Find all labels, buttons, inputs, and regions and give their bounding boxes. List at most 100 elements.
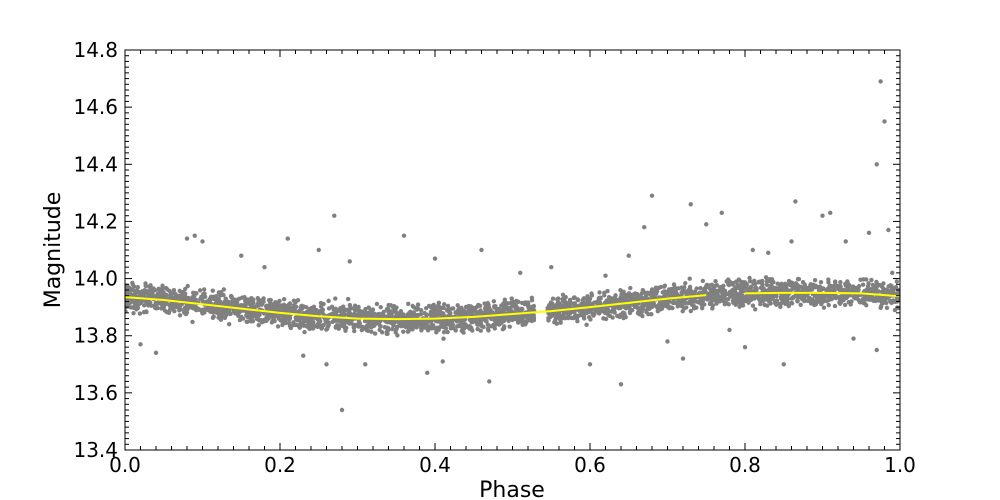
data-point [301, 353, 306, 358]
data-point [612, 298, 617, 303]
data-point [596, 311, 602, 316]
data-point [649, 301, 654, 307]
data-point [890, 270, 895, 276]
data-point [688, 308, 694, 314]
data-point [374, 301, 380, 307]
data-point [326, 298, 331, 304]
data-point [249, 303, 254, 308]
data-point [497, 306, 502, 312]
data-point [591, 300, 597, 305]
data-point [587, 362, 593, 367]
data-point [874, 347, 879, 353]
data-point [555, 296, 560, 302]
data-point [802, 282, 807, 287]
data-point [642, 224, 647, 230]
data-point [764, 282, 770, 288]
data-point [597, 290, 602, 295]
data-point [321, 322, 326, 328]
data-point [492, 326, 497, 331]
data-point [449, 306, 454, 312]
data-point [635, 305, 640, 311]
data-point [717, 288, 722, 294]
data-point [758, 285, 764, 291]
data-point [298, 315, 304, 321]
data-point [148, 283, 153, 288]
data-point [585, 298, 591, 304]
data-point [393, 330, 398, 335]
data-point [478, 311, 484, 316]
data-point [633, 292, 638, 297]
data-point [153, 350, 159, 356]
data-point [826, 302, 831, 308]
data-point [850, 285, 855, 290]
data-point [700, 306, 705, 311]
data-point [720, 286, 725, 291]
data-point [694, 286, 699, 291]
data-point [811, 282, 816, 288]
data-point [680, 287, 686, 292]
data-point [278, 318, 283, 323]
data-point [405, 322, 411, 327]
data-point [602, 293, 607, 298]
data-point [672, 284, 677, 290]
data-point [486, 304, 492, 310]
data-point [318, 304, 324, 309]
data-point [143, 283, 148, 289]
data-point [281, 296, 287, 302]
data-point [516, 299, 521, 305]
data-point [702, 287, 707, 292]
data-point [159, 302, 165, 307]
data-point [636, 309, 641, 314]
data-point [137, 311, 143, 316]
data-point [157, 291, 163, 296]
data-point [436, 303, 441, 308]
data-point [401, 233, 407, 238]
data-point [223, 313, 229, 318]
data-point [385, 331, 390, 337]
data-point [268, 305, 274, 311]
data-point [675, 304, 680, 309]
data-point [680, 356, 686, 361]
data-point [287, 315, 293, 320]
data-point [430, 323, 435, 328]
data-point [740, 300, 746, 305]
data-point [251, 297, 256, 302]
data-point [866, 288, 871, 293]
data-point [278, 303, 283, 308]
data-point [709, 282, 715, 288]
data-point [150, 287, 155, 293]
data-point [842, 302, 848, 308]
model-curve-segment [744, 291, 900, 298]
data-point [183, 286, 188, 292]
data-point [820, 213, 825, 218]
data-point [676, 299, 681, 304]
data-point [398, 323, 404, 329]
data-point [786, 278, 792, 284]
data-point [852, 296, 858, 301]
data-point [262, 317, 267, 323]
data-point [432, 256, 438, 261]
x-tick-label: 0.4 [419, 453, 451, 477]
data-point [410, 327, 415, 332]
data-point [874, 279, 879, 285]
data-point [605, 306, 610, 312]
data-point [190, 319, 195, 325]
data-point [411, 310, 416, 315]
data-point [502, 297, 508, 302]
data-point [732, 299, 738, 304]
data-point [249, 317, 255, 323]
data-point [134, 307, 139, 312]
data-point [624, 292, 629, 298]
data-point [159, 306, 164, 311]
data-point [658, 305, 663, 310]
data-point [748, 284, 753, 290]
data-point [349, 306, 354, 311]
data-point [453, 310, 458, 315]
data-point [882, 119, 887, 124]
data-point [679, 303, 684, 309]
data-point [192, 233, 197, 238]
data-point [873, 286, 879, 292]
data-point [726, 282, 732, 288]
data-point [275, 324, 281, 329]
data-point [665, 304, 671, 310]
